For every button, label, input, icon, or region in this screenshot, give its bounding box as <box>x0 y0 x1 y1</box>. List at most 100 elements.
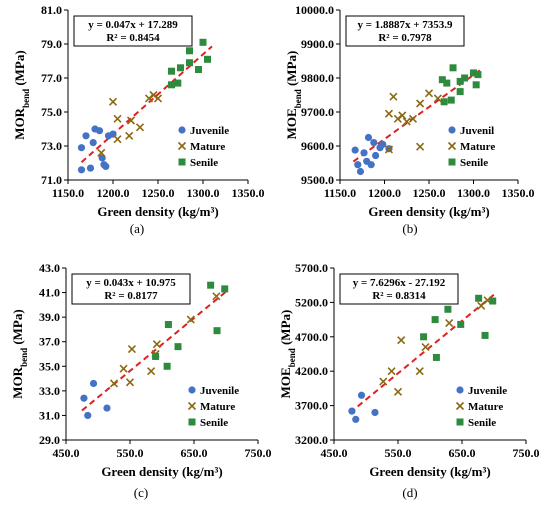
chart-panel-b: 1150.0 1200.0 1250.0 1300.0 1350.0 9500.0 9600… <box>284 3 535 236</box>
data-point-senile <box>186 47 193 55</box>
data-point-senile <box>444 305 452 313</box>
legend-marker-juvenile <box>188 386 196 394</box>
data-point-mature <box>119 364 128 373</box>
legend-label-senile: Senile <box>468 417 496 429</box>
data-point-senile <box>456 88 464 96</box>
data-point-senile <box>163 362 171 370</box>
data-point-mature <box>397 336 406 345</box>
chart-panel-a: 1150.0 1200.0 1250.0 1300.0 1350.0 71.0 73.0 75… <box>12 3 265 236</box>
chart-panel-d: 450.0 550.0 650.0 750.0 3200.0 3700.0 4200.0 47… <box>278 261 540 500</box>
y-axis-title-main: MOR <box>10 366 25 398</box>
legend-label-juvenil: Juvenil <box>460 125 494 137</box>
y-tick-label: 75.0 <box>41 105 62 119</box>
legend-label-juvenile: Juvenile <box>468 385 507 397</box>
x-marker-stroke <box>212 292 221 301</box>
data-point-senile <box>489 297 497 305</box>
x-tick-label: 1200.0 <box>97 186 130 200</box>
x-marker-stroke <box>149 90 158 100</box>
x-tick-label: 650.0 <box>181 446 208 460</box>
x-marker-stroke <box>477 301 486 310</box>
legend-marker-mature <box>455 401 465 411</box>
y-tick-label: 81.0 <box>41 3 62 17</box>
y-tick-label: 9500.0 <box>301 173 334 187</box>
x-tick-label: 1350.0 <box>232 186 265 200</box>
x-marker-stroke <box>135 123 145 132</box>
legend-label-juvenile: Juvenile <box>190 125 229 137</box>
y-tick-label: 4200.0 <box>295 364 328 378</box>
data-point-juvenile <box>95 127 104 135</box>
data-point-senile <box>221 285 229 293</box>
data-point-senile <box>470 69 477 77</box>
data-point-senile <box>449 64 457 72</box>
regression-equation: y = 1.8887x + 7353.9 <box>357 19 453 31</box>
legend-marker-juvenile <box>178 126 186 134</box>
data-point-juvenil <box>351 146 359 154</box>
y-tick-label: 39.0 <box>39 310 60 324</box>
data-point-mature <box>109 379 119 388</box>
data-point-senile <box>461 74 469 82</box>
data-point-senile <box>420 333 428 341</box>
x-marker-stroke <box>402 117 411 126</box>
equation-box <box>71 273 191 305</box>
data-point-senile <box>199 38 207 46</box>
x-marker-stroke <box>424 89 434 98</box>
x-axis-title: Green density (kg/m³) <box>369 464 490 479</box>
data-point-juvenil <box>354 161 362 169</box>
y-tick-label: 4700.0 <box>295 330 328 344</box>
y-tick-label: 73.0 <box>41 139 62 153</box>
data-point-juvenile <box>357 391 366 399</box>
data-point-mature <box>113 135 122 144</box>
data-point-senile <box>431 316 439 324</box>
equation-box <box>345 15 465 47</box>
data-point-senile <box>204 55 211 63</box>
x-marker-stroke <box>416 99 425 108</box>
legend-marker-mature <box>187 401 197 411</box>
y-tick-label: 3200.0 <box>295 433 328 447</box>
y-axis-title: MORbend (MPa) <box>12 50 31 139</box>
data-point-mature <box>389 92 398 101</box>
data-point-senile <box>474 71 482 79</box>
data-point-senile <box>432 353 440 361</box>
data-point-senile <box>152 352 160 360</box>
y-tick-label: 5200.0 <box>295 295 328 309</box>
y-tick-label: 9800.0 <box>301 71 334 85</box>
data-point-mature <box>125 131 134 140</box>
data-point-mature <box>415 367 424 376</box>
data-point-mature <box>433 94 442 103</box>
data-point-mature <box>126 116 136 125</box>
x-marker-stroke <box>447 141 457 151</box>
data-point-juvenile <box>84 411 92 420</box>
legend-label-juvenile: Juvenile <box>200 385 239 397</box>
y-axis-title: MOEbend (MPa) <box>284 51 303 140</box>
y-axis-title-unit: (MPa) <box>284 51 299 90</box>
x-tick-label: 1150.0 <box>324 186 356 200</box>
x-marker-stroke <box>445 318 454 328</box>
x-marker-stroke <box>397 336 406 345</box>
data-point-mature <box>424 89 434 98</box>
data-point-juvenile <box>80 394 88 402</box>
x-marker-stroke <box>177 141 187 151</box>
data-point-mature <box>135 123 145 132</box>
data-point-senile <box>168 67 175 75</box>
data-point-mature <box>398 111 407 120</box>
y-tick-label: 35.0 <box>39 359 60 373</box>
data-point-mature <box>416 99 425 108</box>
data-point-senile <box>475 294 483 302</box>
data-point-juvenil <box>367 161 375 169</box>
x-marker-stroke <box>416 142 425 151</box>
data-point-senile <box>457 320 465 328</box>
y-axis-title-main: MOR <box>12 107 27 139</box>
x-marker-stroke <box>393 387 403 396</box>
legend-label-senile: Senile <box>460 157 488 169</box>
panel-caption: (d) <box>402 485 417 500</box>
y-tick-label: 9700.0 <box>301 105 334 119</box>
y-axis-title-unit: (MPa) <box>10 309 25 348</box>
x-tick-label: 450.0 <box>321 446 348 460</box>
data-point-mature <box>152 340 161 349</box>
y-tick-label: 3700.0 <box>295 399 328 413</box>
x-marker-stroke <box>113 114 122 123</box>
y-tick-label: 9600.0 <box>301 139 334 153</box>
data-point-juvenile <box>103 404 111 412</box>
panel-caption: (c) <box>134 485 148 500</box>
chart-panel-c: 450.0 550.0 650.0 750.0 29.0 31.0 33.0 35.0 37.0… <box>10 261 272 500</box>
